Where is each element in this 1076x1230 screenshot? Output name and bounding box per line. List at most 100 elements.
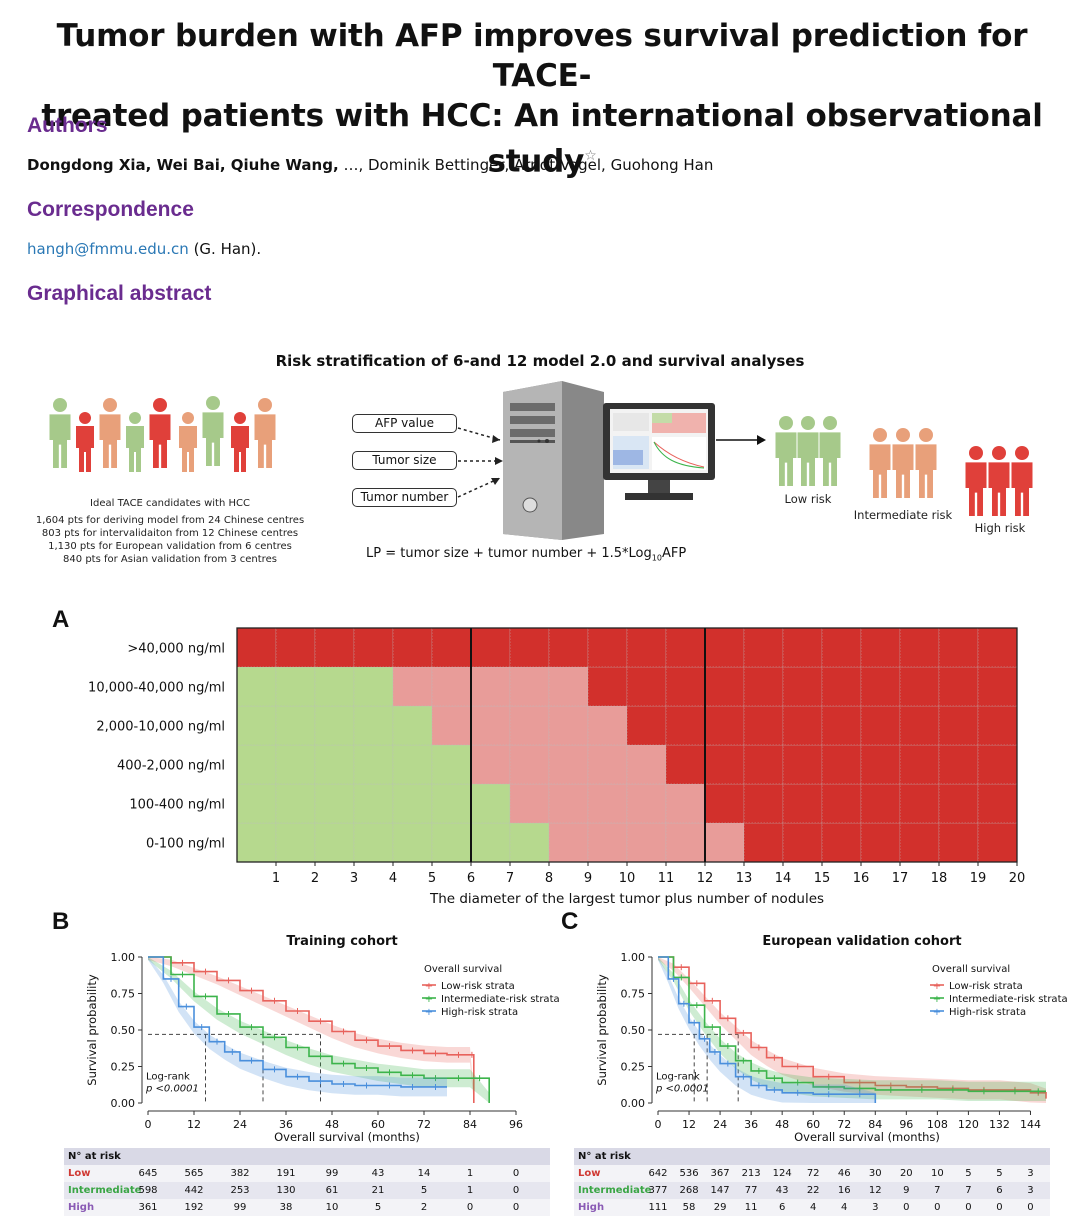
risk-table-header: N° at risk [574,1148,1050,1165]
heatmap-cell [236,627,277,668]
x-tick-label: 13 [736,871,753,886]
risk-table-cell: 6 [778,1202,786,1213]
person-head [873,428,887,442]
patients-group-icon [49,396,276,472]
risk-table-header-label: N° at risk [68,1151,121,1162]
heatmap-cell [509,744,550,785]
legend-label: High-risk strata [441,1007,518,1018]
heatmap-cell [236,783,277,824]
risk-table-cell: 5 [374,1202,382,1213]
x-tick-label: 12 [187,1118,201,1131]
heatmap-cell [431,705,472,746]
heatmap-cell [977,627,1018,668]
patients-caption: Ideal TACE candidates with HCC 1,604 pts… [20,497,320,566]
risk-table-cell: 21 [371,1185,385,1196]
author-list: Dongdong Xia, Wei Bai, Qiuhe Wang, …, Do… [27,156,713,174]
risk-table-cell: 4 [841,1202,848,1213]
y-tick-label: 1.00 [621,951,646,964]
heatmap-cell [353,822,394,863]
tumor-size-box: Tumor size [352,451,457,470]
heatmap-cell [743,783,784,824]
heatmap-cell [353,783,394,824]
person-head [182,412,194,424]
person-body [149,414,171,468]
x-tick-label: 84 [868,1118,882,1131]
heatmap-cell [626,627,667,668]
heatmap-cell [938,666,979,707]
person-body [202,412,224,466]
person-body [254,414,276,468]
risk-table-header-label: N° at risk [578,1151,631,1162]
heatmap-cell [470,705,511,746]
legend-label: Intermediate-risk strata [949,994,1068,1005]
heatmap-cell [275,822,316,863]
x-tick-label: 15 [814,871,831,886]
risk-table-cell: 1 [466,1185,474,1196]
heatmap-cell [509,666,550,707]
km-curve [658,956,1046,1093]
heatmap-cell [782,666,823,707]
heatmap-cell [899,783,940,824]
x-tick-label: 20 [1009,871,1026,886]
risk-table-cell: 10 [325,1202,339,1213]
authors-heading: Authors [27,114,108,137]
risk-table-cell: 536 [679,1168,699,1179]
risk-table-header: N° at risk [64,1148,550,1165]
heatmap-cell [392,705,433,746]
heatmap-cell [938,822,979,863]
heatmap-cell [470,666,511,707]
person-head [79,412,91,424]
risk-table-cell: 3 [1027,1168,1034,1179]
heatmap-cell [509,627,550,668]
person-body [99,414,121,468]
heatmap-cell [548,627,589,668]
x-tick-label: 9 [584,871,592,886]
legend-label: Low-risk strata [949,981,1023,992]
risk-table-cell: 38 [279,1202,293,1213]
person-head [801,416,815,430]
legend-label: High-risk strata [949,1007,1026,1018]
heatmap-cell [587,822,628,863]
heatmap-cell [314,666,355,707]
risk-table-cell: 253 [230,1185,250,1196]
person-head [823,416,837,430]
heatmap-cell [782,705,823,746]
formula-tail: AFP [661,546,687,561]
risk-table-row-label: Intermediate [578,1185,652,1196]
risk-table-cell: 43 [775,1185,789,1196]
heatmap-cell [743,666,784,707]
risk-table-cell: 30 [868,1168,882,1179]
legend-title: Overall survival [424,964,502,975]
heatmap-cell [977,705,1018,746]
author-list-bold: Dongdong Xia, Wei Bai, Qiuhe Wang, [27,156,339,174]
heatmap-cell [665,822,706,863]
heatmap-cell [431,744,472,785]
risk-table-cell: 0 [512,1202,520,1213]
heatmap-cell [626,783,667,824]
heatmap-cell [665,705,706,746]
person-body [179,426,197,472]
heatmap-cell [470,627,511,668]
x-tick-label: 19 [970,871,987,886]
caption-line: 1,604 pts for deriving model from 24 Chi… [35,515,305,526]
heatmap-cell [782,783,823,824]
risk-table-cell: 1 [466,1168,474,1179]
email-link[interactable]: hangh@fmmu.edu.cn [27,240,189,258]
paper-title: Tumor burden with AFP improves survival … [22,16,1062,181]
risk-table-cell: 645 [138,1168,158,1179]
km-x-axis-label: Overall survival (months) [794,1130,940,1144]
risk-table-cell: 14 [417,1168,431,1179]
heatmap-cell [431,783,472,824]
x-tick-label: 36 [279,1118,293,1131]
heatmap-cell [392,783,433,824]
x-tick-label: 8 [545,871,553,886]
heatmap-cell [977,783,1018,824]
risk-table-cell: 382 [230,1168,250,1179]
km-x-axis-label: Overall survival (months) [274,1130,420,1144]
heatmap-cell [860,744,901,785]
heatmap-row-label: 100-400 ng/ml [129,798,225,813]
risk-table-cell: 77 [744,1185,758,1196]
caption-line: 840 pts for Asian validation from 3 cent… [63,554,277,565]
heatmap-cell [509,705,550,746]
heatmap-cell [860,783,901,824]
